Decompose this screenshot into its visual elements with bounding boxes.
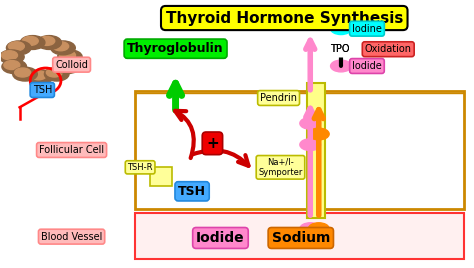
Circle shape bbox=[330, 23, 351, 35]
Circle shape bbox=[28, 70, 53, 84]
Text: Follicular Cell: Follicular Cell bbox=[39, 145, 104, 155]
Circle shape bbox=[55, 60, 80, 74]
Circle shape bbox=[0, 50, 24, 64]
Circle shape bbox=[57, 61, 73, 69]
Text: Iodide: Iodide bbox=[196, 231, 245, 245]
Text: Blood Vessel: Blood Vessel bbox=[41, 232, 102, 242]
FancyBboxPatch shape bbox=[307, 83, 325, 218]
Text: TPO: TPO bbox=[330, 44, 350, 54]
Text: Sodium: Sodium bbox=[272, 231, 330, 245]
Text: Colloid: Colloid bbox=[55, 60, 88, 70]
Circle shape bbox=[46, 68, 63, 77]
Circle shape bbox=[300, 223, 320, 234]
Text: +: + bbox=[206, 136, 219, 151]
Circle shape bbox=[39, 36, 55, 45]
Text: Na+/I-
Symporter: Na+/I- Symporter bbox=[258, 158, 303, 177]
Circle shape bbox=[330, 60, 351, 72]
Circle shape bbox=[30, 71, 46, 80]
Circle shape bbox=[53, 42, 69, 51]
Circle shape bbox=[2, 60, 27, 74]
Text: Oxidation: Oxidation bbox=[365, 44, 412, 54]
Text: Pendrin: Pendrin bbox=[260, 93, 297, 103]
Circle shape bbox=[300, 117, 320, 129]
Circle shape bbox=[309, 128, 329, 140]
Circle shape bbox=[57, 50, 82, 64]
Circle shape bbox=[22, 36, 38, 45]
Circle shape bbox=[20, 36, 45, 50]
FancyBboxPatch shape bbox=[150, 167, 172, 186]
Text: Thyroid Hormone Synthesis: Thyroid Hormone Synthesis bbox=[165, 10, 403, 25]
Circle shape bbox=[15, 68, 31, 77]
Text: TPO: TPO bbox=[330, 44, 350, 54]
FancyBboxPatch shape bbox=[136, 91, 464, 209]
Text: Iodine: Iodine bbox=[352, 24, 382, 34]
Circle shape bbox=[309, 223, 329, 234]
Text: TSH-R: TSH-R bbox=[128, 163, 153, 172]
Circle shape bbox=[9, 42, 24, 51]
Text: TSH: TSH bbox=[178, 185, 206, 198]
Circle shape bbox=[1, 51, 18, 60]
FancyBboxPatch shape bbox=[136, 213, 464, 259]
Text: Thyroglobulin: Thyroglobulin bbox=[127, 42, 224, 55]
Circle shape bbox=[7, 41, 31, 55]
Circle shape bbox=[300, 139, 320, 151]
Circle shape bbox=[13, 67, 37, 81]
Circle shape bbox=[60, 51, 75, 60]
Circle shape bbox=[45, 67, 69, 81]
Circle shape bbox=[4, 61, 20, 69]
Circle shape bbox=[37, 36, 62, 50]
Text: Iodide: Iodide bbox=[352, 61, 382, 71]
Circle shape bbox=[51, 41, 75, 55]
Text: TSH: TSH bbox=[33, 85, 52, 95]
